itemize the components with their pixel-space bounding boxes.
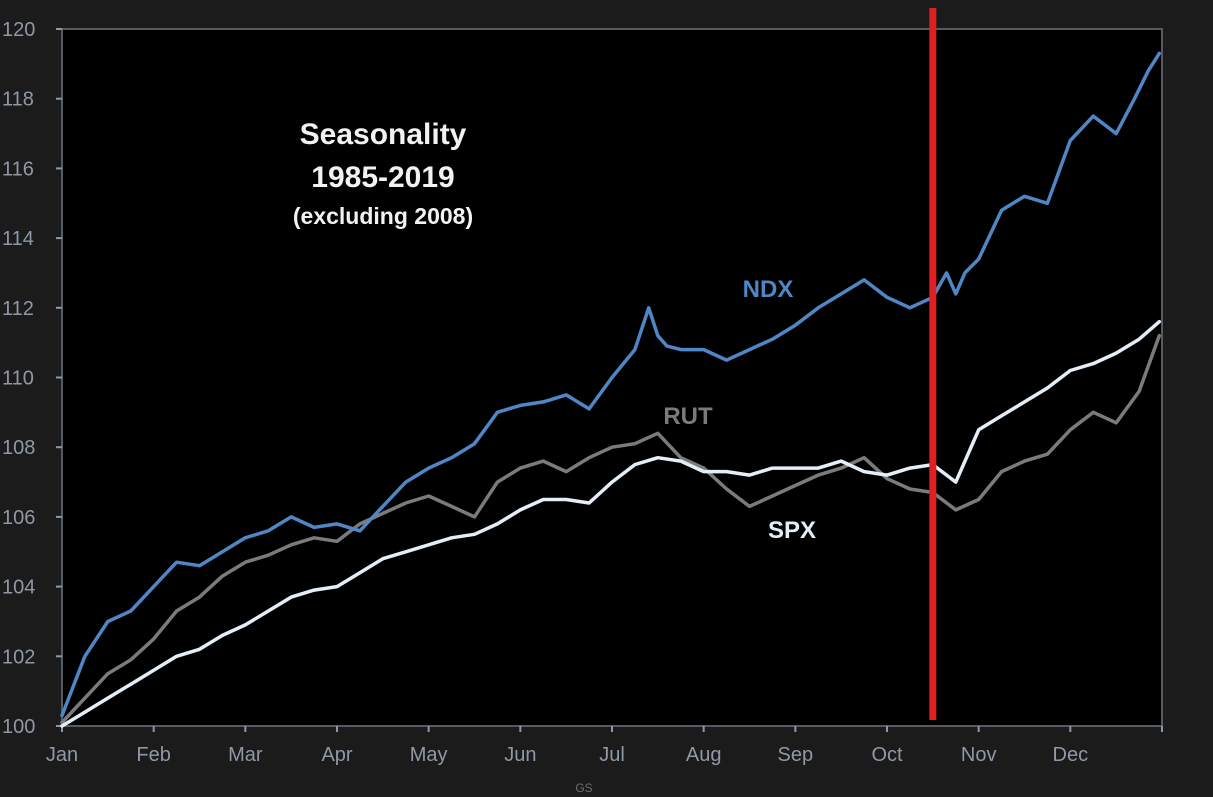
y-tick-label: 114 — [2, 228, 34, 250]
x-tick-label: Oct — [871, 744, 903, 766]
x-tick-label: Nov — [961, 744, 997, 766]
chart-title-line-2: 1985-2019 — [311, 161, 454, 194]
x-tick-label: Jul — [599, 744, 625, 766]
x-tick-label: Jun — [504, 744, 536, 766]
x-axis: Jan Feb Mar Apr May Jun Jul Aug Sep Oct Nov Dec — [46, 726, 1163, 766]
y-axis: 100 102 104 106 108 110 112 114 116 118 120 — [2, 19, 62, 738]
series-label-ndx: NDX — [743, 276, 794, 303]
x-tick-label: Apr — [321, 744, 352, 766]
chart-title-line-1: Seasonality — [300, 118, 467, 151]
y-tick-label: 110 — [2, 368, 34, 390]
y-tick-label: 112 — [2, 298, 34, 320]
series-layer — [60, 51, 1162, 728]
series-line-rut — [60, 333, 1162, 725]
y-tick-label: 106 — [2, 507, 35, 529]
series-label-spx: SPX — [768, 517, 816, 544]
y-tick-label: 108 — [2, 437, 35, 459]
y-tick-label: 104 — [2, 577, 35, 599]
series-line-spx — [60, 319, 1162, 728]
y-tick-label: 118 — [2, 89, 34, 111]
y-tick-label: 100 — [2, 716, 35, 738]
x-tick-label: Mar — [228, 744, 263, 766]
series-line-ndx — [60, 51, 1162, 718]
x-tick-label: Feb — [136, 744, 170, 766]
x-tick-label: Sep — [778, 744, 814, 766]
x-tick-label: May — [410, 744, 448, 766]
series-label-rut: RUT — [663, 403, 713, 430]
y-tick-label: 116 — [2, 158, 34, 180]
x-tick-label: Dec — [1053, 744, 1089, 766]
source-label: GS — [575, 781, 592, 795]
chart-subtitle: (excluding 2008) — [293, 203, 473, 229]
y-tick-label: 120 — [2, 19, 35, 41]
x-tick-label: Jan — [46, 744, 78, 766]
y-tick-label: 102 — [2, 646, 35, 668]
x-tick-label: Aug — [686, 744, 722, 766]
